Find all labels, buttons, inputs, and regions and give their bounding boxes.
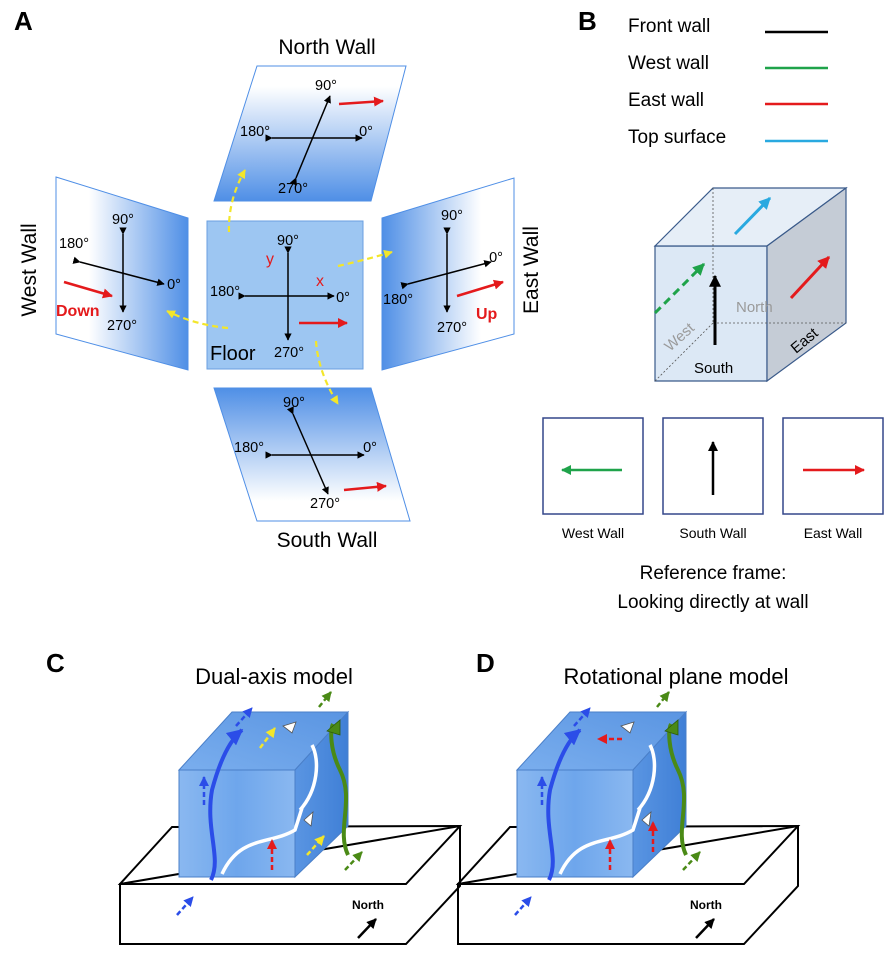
south-wall-title: South Wall [277, 529, 378, 552]
panel-c-title: Dual-axis model [195, 664, 353, 689]
caption-line-1: Reference frame: [640, 563, 787, 584]
west-wall-title: West Wall [18, 223, 41, 316]
legend-label-east: East wall [628, 90, 704, 111]
frame-label-south: South Wall [679, 525, 746, 541]
south-wall: 90° 180° 0° 270° [213, 387, 411, 522]
east-wall-title: East Wall [520, 226, 543, 314]
frame-label-east: East Wall [804, 525, 863, 541]
frame-west [542, 417, 644, 515]
floor-deg-270: 270° [274, 345, 304, 361]
panel-d-title: Rotational plane model [563, 664, 788, 689]
panel-b: B Front wall West wall East wall Top sur… [542, 6, 884, 613]
south-deg-0: 0° [363, 440, 377, 456]
caption-line-2: Looking directly at wall [617, 592, 808, 613]
north-deg-180: 180° [240, 124, 270, 140]
x-axis-label: x [316, 273, 324, 290]
east-deg-270: 270° [437, 320, 467, 336]
east-deg-180: 180° [383, 292, 413, 308]
panel-a-letter: A [14, 6, 33, 36]
up-label: Up [476, 306, 498, 323]
legend-label-top: Top surface [628, 127, 726, 148]
east-wall: 90° 180° 0° 270° Up [381, 177, 515, 371]
west-deg-0: 0° [167, 277, 181, 293]
panel-c-paths [176, 691, 363, 916]
cube-south-label: South [694, 360, 733, 377]
west-deg-270: 270° [107, 318, 137, 334]
west-deg-90: 90° [112, 212, 134, 228]
fold-arrows [166, 169, 393, 405]
panel-d-floor: North [455, 824, 801, 945]
panel-d-north-label: North [690, 898, 722, 912]
down-label: Down [56, 303, 100, 320]
east-deg-90: 90° [441, 208, 463, 224]
panel-d-letter: D [476, 648, 495, 678]
panel-c: C Dual-axis model North [46, 648, 463, 945]
west-wall: 90° 180° 0° 270° Down [55, 176, 189, 371]
floor-deg-0: 0° [336, 290, 350, 306]
panel-b-letter: B [578, 6, 597, 36]
floor-deg-180: 180° [210, 284, 240, 300]
legend: Front wall West wall East wall Top surfa… [628, 16, 828, 148]
south-deg-90: 90° [283, 395, 305, 411]
floor-deg-90: 90° [277, 233, 299, 249]
legend-label-west: West wall [628, 53, 709, 74]
reference-cube: North West South East [653, 186, 848, 383]
panel-c-floor: North [117, 824, 463, 945]
north-deg-90: 90° [315, 78, 337, 94]
north-wall-title: North Wall [278, 36, 375, 59]
y-axis-label: y [266, 251, 274, 268]
floor-label: Floor [210, 343, 256, 365]
floor: 90° 180° 0° 270° y x Floor [206, 220, 364, 370]
panel-d: D Rotational plane model North [455, 648, 801, 945]
north-deg-270: 270° [278, 181, 308, 197]
east-deg-0: 0° [489, 250, 503, 266]
reference-frames: West Wall South Wall East Wall Reference… [542, 417, 884, 613]
south-deg-180: 180° [234, 440, 264, 456]
north-deg-0: 0° [359, 124, 373, 140]
panel-a: A North Wall South Wall West Wall East W… [14, 6, 543, 552]
north-wall: 90° 180° 0° 270° [213, 65, 407, 202]
south-deg-270: 270° [310, 496, 340, 512]
legend-label-front: Front wall [628, 16, 710, 37]
panel-c-north-label: North [352, 898, 384, 912]
panel-d-paths [514, 691, 701, 916]
frame-east [782, 417, 884, 515]
frame-label-west: West Wall [562, 525, 624, 541]
west-deg-180: 180° [59, 236, 89, 252]
cube-north-label: North [736, 299, 773, 316]
panel-c-letter: C [46, 648, 65, 678]
